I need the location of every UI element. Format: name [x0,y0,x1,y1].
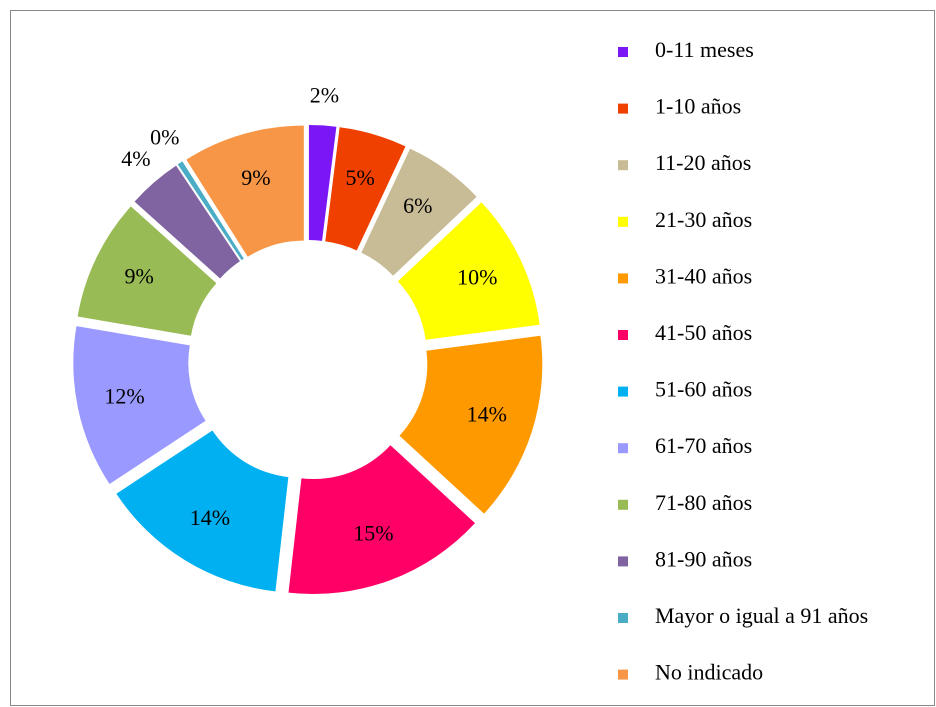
legend-marker [618,669,628,680]
legend-label: 21-30 años [655,207,752,232]
data-label: 14% [467,402,507,427]
data-label: 6% [403,193,432,218]
legend-label: 11-20 años [655,150,751,175]
legend-label: No indicado [655,660,763,685]
donut-slice [325,127,406,251]
data-label: 9% [125,263,154,288]
legend-label: 71-80 años [655,490,752,515]
legend-marker [618,613,628,623]
legend-marker [618,47,628,57]
legend-label: Mayor o igual a 91 años [655,603,868,628]
donut-slice [186,125,304,257]
legend-label: 81-90 años [655,546,752,571]
data-label: 10% [457,264,497,289]
data-label: 4% [121,146,150,171]
legend-marker [618,443,628,454]
legend-marker [618,330,628,340]
data-label: 9% [241,165,270,190]
legend-marker [618,386,628,397]
donut-slice [177,161,244,261]
donut-slice [134,165,240,279]
legend-label: 0-11 meses [655,37,754,62]
donut-slice [397,202,540,340]
donut-slice [73,326,206,485]
legend-marker [618,556,628,567]
legend-label: 51-60 años [655,377,752,402]
legend-marker [618,499,628,510]
donut-slice [116,430,289,592]
legend-label: 61-70 años [655,433,752,458]
donut-slice [399,335,543,514]
data-label: 12% [104,383,144,408]
legend-label: 1-10 años [655,94,741,119]
donut-slice [77,206,217,336]
donut-slice [288,445,475,595]
data-label: 14% [190,505,230,530]
legend-marker [618,103,628,114]
data-label: 15% [353,521,393,546]
donut-slice [361,148,477,276]
donut-slice [308,125,337,241]
legend-marker [618,216,628,227]
data-label: 2% [310,83,339,108]
data-label: 0% [150,124,179,149]
legend-marker [618,273,628,284]
legend-marker [618,160,628,171]
legend-label: 41-50 años [655,320,752,345]
legend-label: 31-40 años [655,263,752,288]
data-label: 5% [345,165,374,190]
